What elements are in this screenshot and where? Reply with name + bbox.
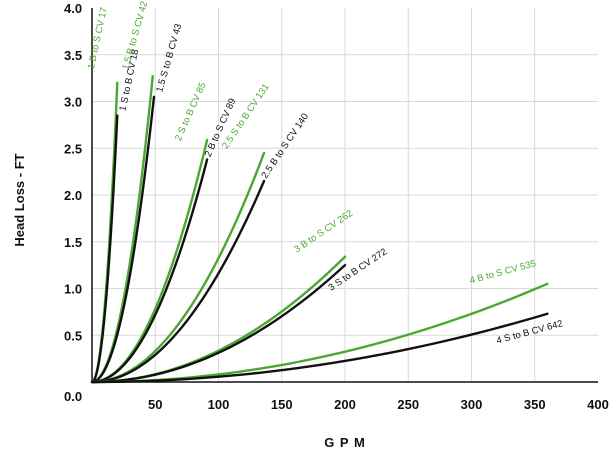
series-label: 1 B to S CV 17 [86, 6, 110, 70]
x-tick-label: 150 [271, 397, 293, 412]
y-tick-label: 3.0 [64, 95, 82, 110]
series-label: 4 B to S CV 535 [468, 258, 537, 286]
series-line [90, 81, 119, 384]
grid [92, 8, 598, 382]
x-axis-ticks: 50 100 150 200 250 300 350 400 [148, 397, 609, 412]
y-tick-label: 1.5 [64, 235, 82, 250]
plot-frame [91, 8, 598, 383]
series-line [90, 312, 549, 384]
series-label: 3 B to S CV 262 [292, 208, 355, 255]
y-axis-title: Head Loss - FT [12, 153, 27, 246]
y-tick-label: 1.0 [64, 282, 82, 297]
x-tick-label: 250 [397, 397, 419, 412]
y-tick-label: 4.0 [64, 1, 82, 16]
series-line [90, 114, 119, 384]
series-line [90, 158, 209, 384]
series-label: 2 S to B CV 85 [173, 81, 209, 143]
curves [90, 75, 549, 384]
x-tick-label: 350 [524, 397, 546, 412]
y-tick-label: 3.5 [64, 48, 82, 63]
x-tick-label: 300 [461, 397, 483, 412]
series-line [90, 151, 266, 384]
curve-labels: 1 B to S CV 171 S to B CV 181.5 B to S C… [86, 0, 564, 347]
y-tick-label: 2.5 [64, 141, 82, 156]
series-label: 3 S to B CV 272 [327, 246, 390, 293]
series-line [90, 95, 156, 384]
y-tick-label: 0.0 [64, 389, 82, 404]
x-tick-label: 50 [148, 397, 162, 412]
x-tick-label: 400 [587, 397, 609, 412]
x-tick-label: 200 [334, 397, 356, 412]
x-axis-title: G P M [324, 435, 366, 450]
series-line [90, 263, 347, 384]
series-label: 4 S to B CV 642 [495, 318, 564, 346]
y-tick-label: 2.0 [64, 188, 82, 203]
x-tick-label: 100 [208, 397, 230, 412]
series-label: 1.5 S to B CV 43 [154, 23, 184, 94]
series-label: 2.5 B to S CV 140 [259, 111, 311, 180]
series-line [90, 179, 266, 384]
y-tick-label: 0.5 [64, 328, 82, 343]
y-axis-ticks: 0.0 0.5 1.0 1.5 2.0 2.5 3.0 3.5 4.0 [64, 1, 82, 404]
